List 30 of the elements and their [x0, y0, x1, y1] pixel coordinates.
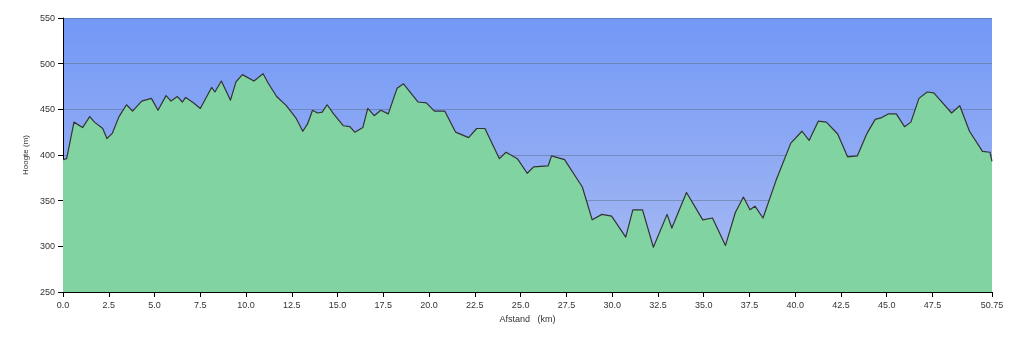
x-tick-label: 5.0 — [148, 299, 161, 310]
y-axis-title: Hoogte (m) — [20, 134, 30, 176]
x-tick-label: 22.5 — [466, 299, 484, 310]
x-tick-label: 30.0 — [603, 299, 621, 310]
x-tick-label: 20.0 — [420, 299, 438, 310]
x-tick-label: 25.0 — [511, 299, 530, 310]
y-tick-label: 400 — [39, 150, 55, 160]
y-tick-label: 300 — [39, 241, 55, 252]
x-tick-label: 50.75 — [980, 299, 1004, 310]
x-tick-label: 7.5 — [194, 299, 207, 310]
x-tick-label: 2.5 — [102, 299, 116, 310]
x-tick-label: 17.5 — [374, 299, 393, 310]
y-tick-label: 500 — [39, 58, 55, 69]
x-tick-label: 0.0 — [56, 299, 70, 310]
x-tick-label: 37.5 — [740, 299, 759, 310]
x-tick-label: 47.5 — [923, 299, 942, 310]
x-tick-label: 32.5 — [649, 299, 667, 310]
y-tick-label: 550 — [39, 13, 55, 23]
x-tick-label: 15.0 — [328, 299, 347, 310]
y-tick-label: 250 — [39, 287, 55, 297]
x-tick-label: 40.0 — [786, 299, 804, 310]
x-tick-label: 42.5 — [832, 299, 850, 310]
x-tick-label: 10.0 — [237, 299, 255, 310]
x-tick-label: 27.5 — [557, 299, 576, 310]
y-tick-label: 450 — [39, 104, 55, 115]
x-tick-label: 45.0 — [877, 299, 896, 310]
x-tick-label: 12.5 — [283, 299, 301, 310]
x-tick-label: 35.0 — [694, 299, 713, 310]
y-tick-label: 350 — [39, 195, 55, 206]
x-axis-title: Afstand (km) — [499, 313, 556, 324]
